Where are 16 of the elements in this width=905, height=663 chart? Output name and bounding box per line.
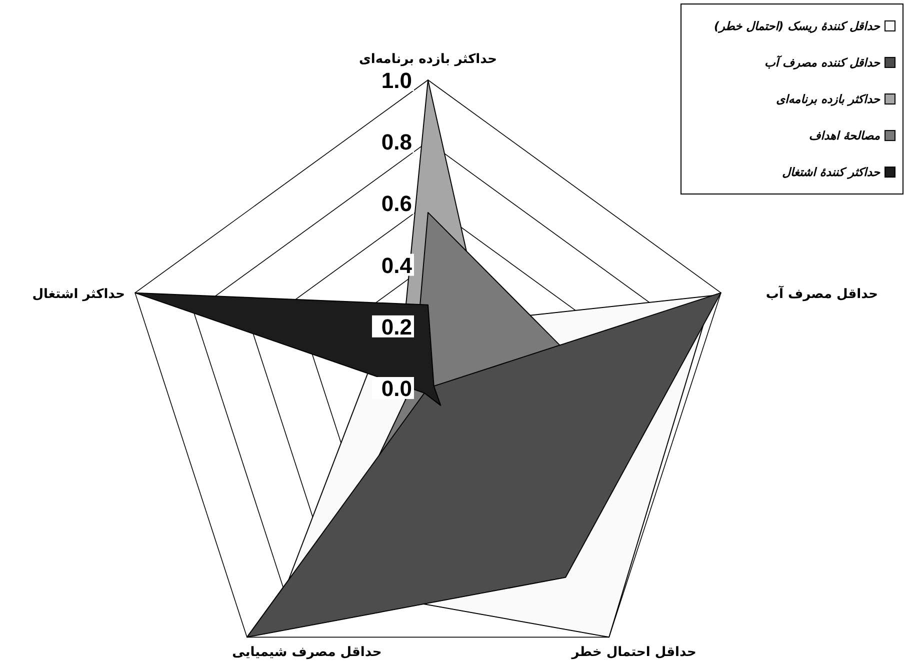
spoke-label: حداقل مصرف آب [766, 284, 878, 302]
legend-label: مصالحهٔ اهداف [808, 128, 881, 143]
spoke-label: حداکثر بازده برنامه‌ای [359, 52, 497, 67]
legend-label: حداقل کننده مصرف آب [764, 54, 881, 70]
y-tick-label: 0.6 [381, 191, 412, 216]
y-tick-label: 0.4 [381, 252, 413, 278]
legend-label: حداکثر بازده برنامه‌ای [776, 92, 881, 107]
y-tick-label: 0.8 [381, 130, 412, 155]
spoke-label: حداکثر اشتغال [32, 286, 126, 302]
spoke-label: حداقل مصرف شیمیایی [232, 645, 382, 660]
spoke-label: حداقل احتمال خطر [570, 645, 696, 660]
y-tick-label: 1.0 [381, 68, 412, 93]
legend-label: حداکثر کنندهٔ اشتغال [782, 165, 881, 180]
legend-label: حداقل کنندهٔ ریسک (احتمال خطر) [714, 18, 881, 34]
y-tick-label: 0.2 [381, 314, 412, 340]
y-tick-label: 0.0 [381, 376, 412, 401]
